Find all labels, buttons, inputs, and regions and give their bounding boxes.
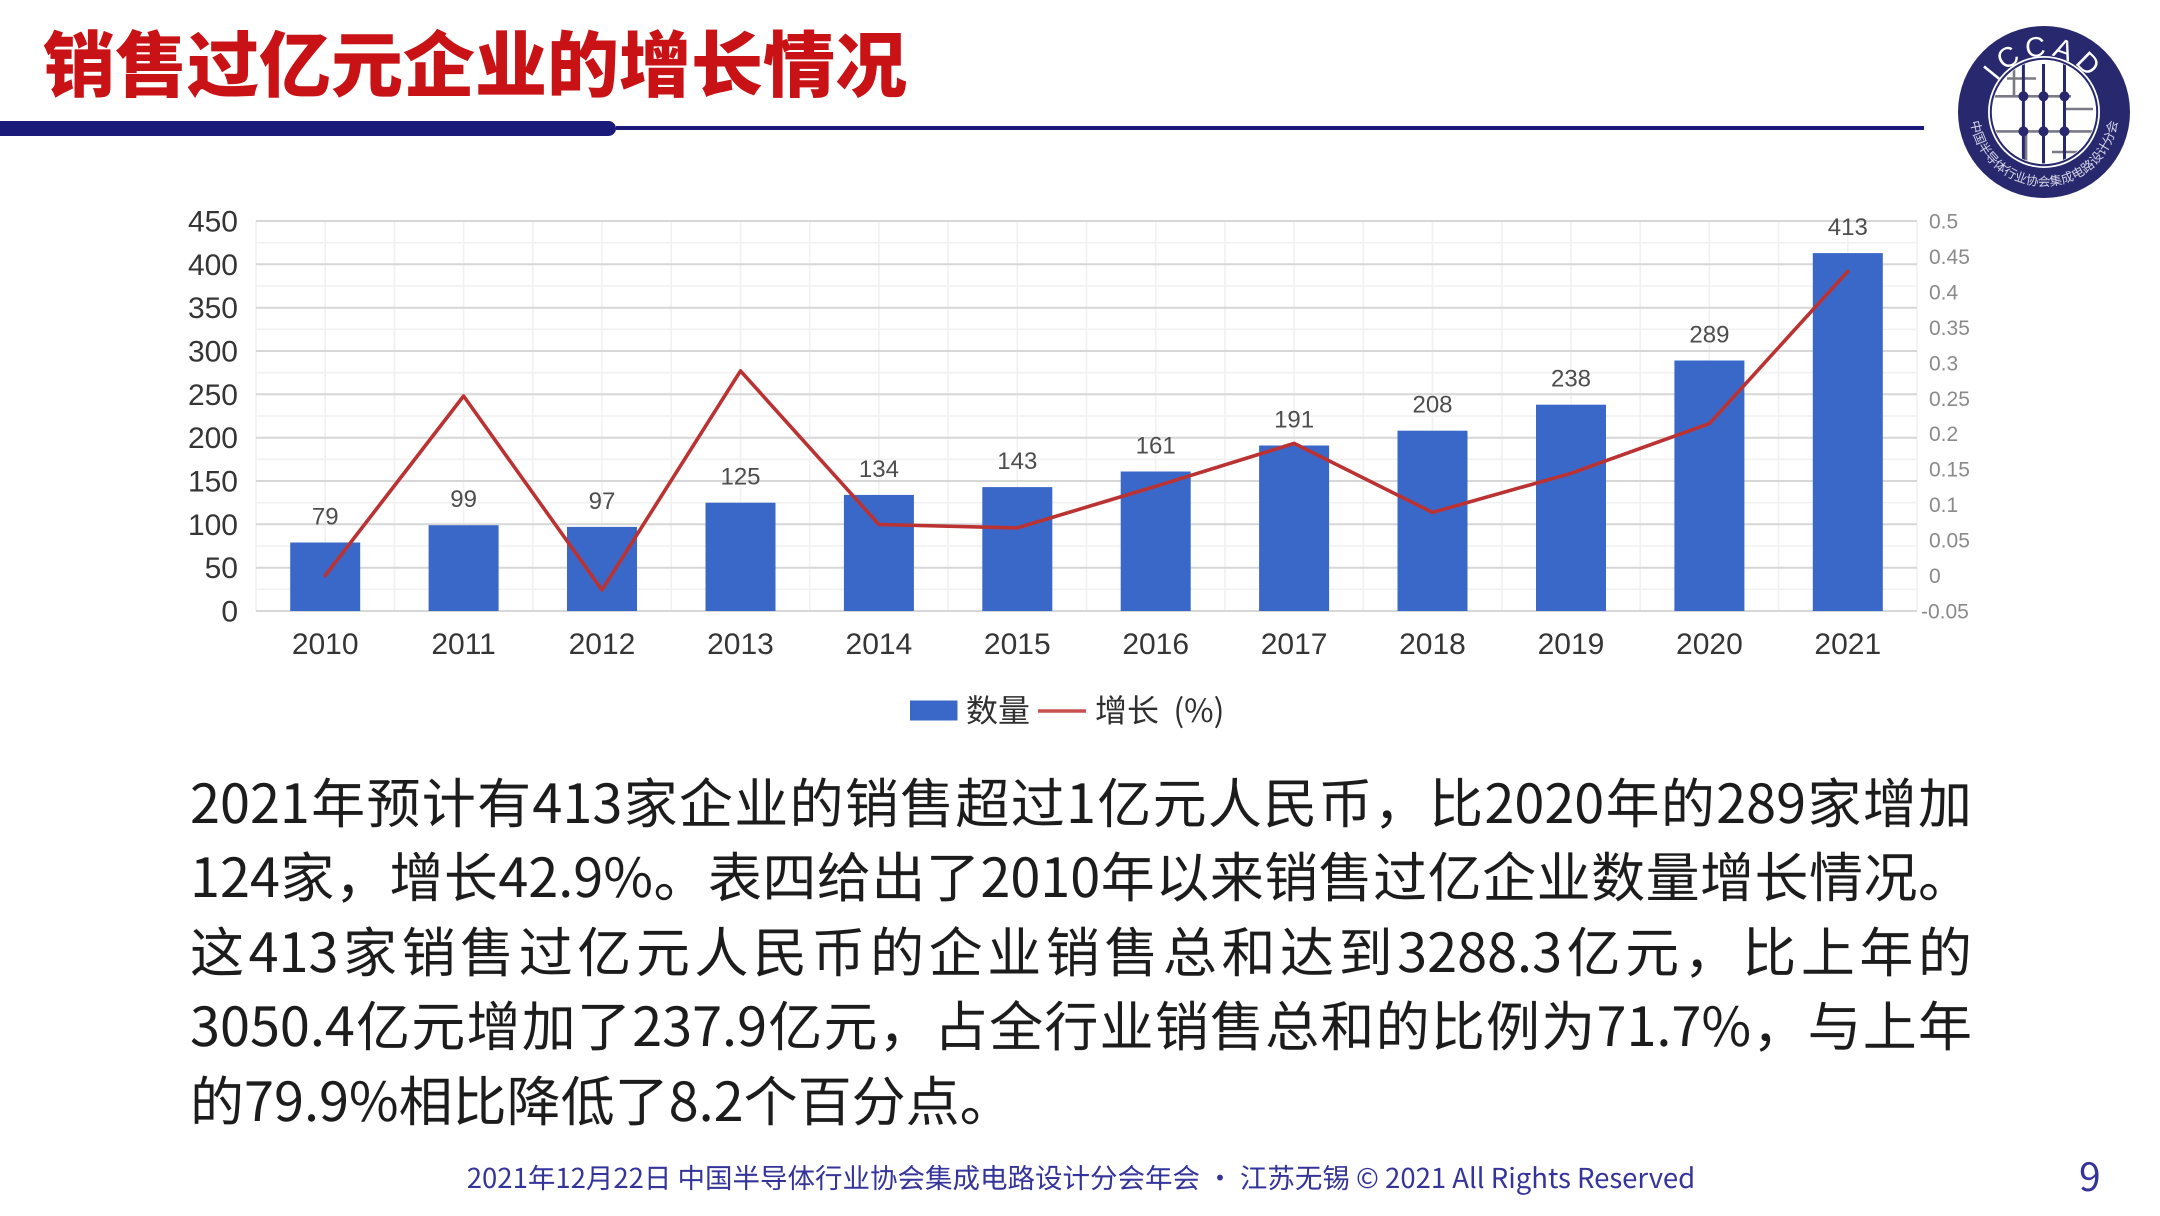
- svg-text:0.05: 0.05: [1929, 530, 1970, 553]
- svg-text:79: 79: [312, 504, 339, 531]
- svg-text:2019: 2019: [1538, 628, 1605, 661]
- svg-text:0.5: 0.5: [1929, 211, 1958, 234]
- svg-text:191: 191: [1274, 407, 1314, 434]
- svg-text:0.45: 0.45: [1929, 246, 1970, 269]
- svg-text:0.2: 0.2: [1929, 423, 1958, 446]
- svg-text:100: 100: [188, 509, 238, 542]
- svg-text:0: 0: [221, 596, 238, 629]
- svg-text:0.35: 0.35: [1929, 317, 1970, 340]
- svg-text:289: 289: [1689, 322, 1729, 349]
- svg-text:0.25: 0.25: [1929, 388, 1970, 411]
- svg-text:0.1: 0.1: [1929, 494, 1958, 517]
- svg-text:413: 413: [1828, 214, 1868, 241]
- svg-text:134: 134: [859, 456, 899, 483]
- svg-text:250: 250: [188, 379, 238, 412]
- svg-text:200: 200: [188, 422, 238, 455]
- svg-text:2018: 2018: [1399, 628, 1466, 661]
- svg-text:99: 99: [450, 486, 477, 513]
- svg-text:2020: 2020: [1676, 628, 1743, 661]
- svg-text:2017: 2017: [1261, 628, 1328, 661]
- svg-text:238: 238: [1551, 366, 1591, 393]
- svg-text:数量: 数量: [966, 686, 1030, 732]
- svg-text:0: 0: [1929, 565, 1941, 588]
- svg-text:450: 450: [188, 206, 238, 239]
- svg-text:143: 143: [997, 448, 1037, 475]
- svg-text:161: 161: [1136, 433, 1176, 460]
- svg-text:2014: 2014: [846, 628, 913, 661]
- svg-text:125: 125: [720, 464, 760, 491]
- svg-text:0.3: 0.3: [1929, 352, 1958, 375]
- svg-text:150: 150: [188, 466, 238, 499]
- svg-text:0.15: 0.15: [1929, 459, 1970, 482]
- svg-text:2011: 2011: [431, 628, 496, 661]
- svg-text:97: 97: [589, 488, 616, 515]
- svg-text:2016: 2016: [1122, 628, 1189, 661]
- svg-text:300: 300: [188, 336, 238, 369]
- svg-text:0.4: 0.4: [1929, 281, 1959, 304]
- svg-text:增长 (%): 增长 (%): [1095, 686, 1224, 732]
- svg-text:2012: 2012: [569, 628, 636, 661]
- svg-text:2013: 2013: [707, 628, 774, 661]
- svg-text:350: 350: [188, 292, 238, 325]
- svg-text:-0.05: -0.05: [1921, 601, 1969, 624]
- svg-text:2021: 2021: [1814, 628, 1881, 661]
- svg-text:2010: 2010: [292, 628, 359, 661]
- svg-text:208: 208: [1412, 392, 1452, 419]
- svg-text:2015: 2015: [984, 628, 1051, 661]
- svg-text:400: 400: [188, 249, 238, 282]
- svg-text:50: 50: [205, 552, 238, 585]
